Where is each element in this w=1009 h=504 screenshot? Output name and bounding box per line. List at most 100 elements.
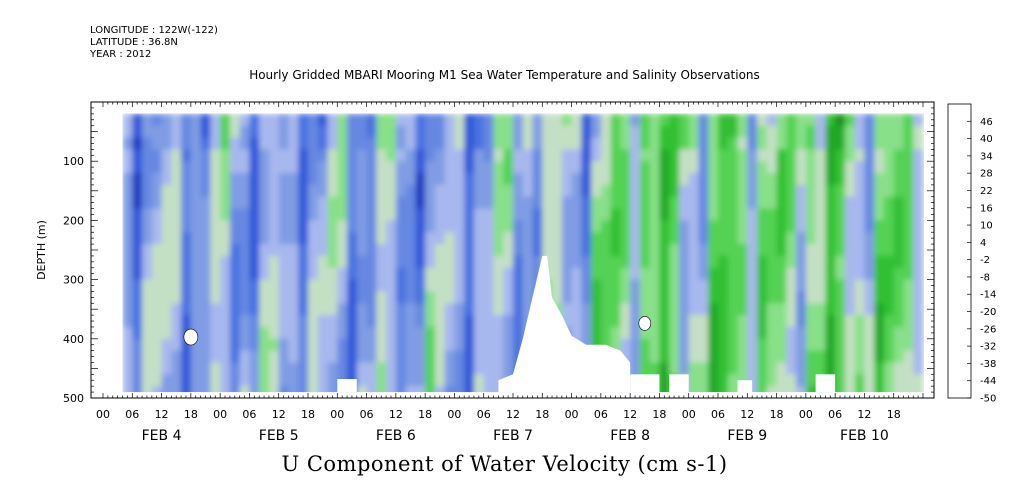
- heatmap-cell: [796, 149, 807, 162]
- heatmap-cell: [659, 208, 670, 221]
- x-tick-label: 06: [242, 408, 256, 421]
- heatmap-cell: [366, 291, 377, 304]
- heatmap-cell: [786, 208, 797, 221]
- heatmap-cell: [757, 327, 768, 340]
- heatmap-cell: [337, 279, 348, 292]
- heatmap-cell: [552, 244, 563, 257]
- heatmap-cell: [610, 196, 621, 210]
- heatmap-cell: [386, 220, 397, 233]
- heatmap-cell: [434, 208, 446, 221]
- heatmap-cell: [386, 374, 397, 387]
- heatmap-cell: [474, 173, 485, 186]
- heatmap-cell: [513, 338, 524, 352]
- heatmap-cell: [747, 113, 758, 127]
- heatmap-cell: [317, 232, 329, 245]
- heatmap-cell: [434, 149, 446, 162]
- heatmap-cell: [454, 232, 465, 245]
- heatmap-cell: [844, 184, 856, 198]
- heatmap-cell: [913, 208, 924, 221]
- heatmap-cell: [503, 125, 514, 139]
- heatmap-cell: [171, 327, 182, 340]
- heatmap-cell: [698, 220, 709, 233]
- heatmap-cell: [513, 291, 524, 304]
- heatmap-cell: [747, 362, 758, 375]
- heatmap-cell: [747, 196, 758, 210]
- heatmap-cell: [825, 327, 836, 340]
- heatmap-cell: [776, 125, 787, 139]
- heatmap-cell: [239, 161, 251, 174]
- heatmap-cell: [415, 232, 426, 245]
- heatmap-cell: [903, 315, 914, 328]
- heatmap-cell: [347, 232, 358, 245]
- heatmap-cell: [464, 303, 475, 316]
- heatmap-cell: [913, 137, 924, 150]
- heatmap-cell: [766, 149, 778, 162]
- heatmap-cell: [854, 350, 866, 363]
- heatmap-cell: [874, 279, 885, 292]
- heatmap-cell: [815, 350, 826, 363]
- heatmap-cell: [327, 350, 338, 363]
- heatmap-cell: [298, 362, 309, 375]
- heatmap-cell: [190, 232, 202, 245]
- heatmap-cell: [376, 374, 387, 387]
- heatmap-cell: [376, 267, 387, 281]
- heatmap-cell: [483, 184, 495, 198]
- heatmap-cell: [698, 362, 709, 375]
- heatmap-cell: [747, 220, 758, 233]
- heatmap-cell: [181, 350, 192, 363]
- heatmap-cell: [630, 338, 641, 352]
- heatmap-cell: [239, 137, 251, 150]
- x-tick-label: 18: [301, 408, 315, 421]
- heatmap-cell: [503, 137, 514, 150]
- heatmap-cell: [210, 113, 221, 127]
- heatmap-cell: [474, 113, 485, 127]
- heatmap-cell: [444, 244, 456, 257]
- heatmap-cell: [884, 374, 895, 387]
- heatmap-cell: [474, 161, 485, 174]
- heatmap-cell: [513, 184, 524, 198]
- heatmap-cell: [737, 279, 748, 292]
- heatmap-cell: [600, 220, 612, 233]
- heatmap-cell: [464, 315, 475, 328]
- x-tick-label: 12: [389, 408, 403, 421]
- heatmap-cell: [796, 173, 807, 186]
- colorbar-label: -2: [980, 255, 990, 266]
- heatmap-cell: [444, 208, 456, 221]
- heatmap-cell: [444, 113, 456, 127]
- heatmap-cell: [278, 232, 290, 245]
- heatmap-cell: [620, 279, 631, 292]
- heatmap-cell: [474, 291, 485, 304]
- heatmap-cell: [210, 350, 221, 363]
- heatmap-cell: [269, 315, 280, 328]
- heatmap-cell: [610, 137, 621, 150]
- heatmap-cell: [864, 149, 875, 162]
- heatmap-cell: [161, 161, 172, 174]
- heatmap-cell: [259, 184, 270, 198]
- heatmap-cell: [376, 362, 387, 375]
- heatmap-cell: [757, 267, 768, 281]
- heatmap-cell: [366, 184, 377, 198]
- heatmap-cell: [571, 303, 582, 316]
- heatmap-cell: [327, 161, 338, 174]
- heatmap-cell: [581, 279, 592, 292]
- heatmap-cell: [639, 125, 651, 139]
- heatmap-cell: [727, 303, 739, 316]
- heatmap-cell: [571, 161, 582, 174]
- heatmap-cell: [278, 137, 290, 150]
- heatmap-cell: [308, 161, 319, 174]
- heatmap-cell: [249, 338, 260, 352]
- heatmap-cell: [434, 267, 446, 281]
- heatmap-cell: [669, 267, 680, 281]
- heatmap-cell: [893, 196, 905, 210]
- heatmap-cell: [688, 279, 700, 292]
- heatmap-cell: [356, 291, 368, 304]
- heatmap-cell: [620, 244, 631, 257]
- heatmap-cell: [269, 338, 280, 352]
- heatmap-cell: [786, 220, 797, 233]
- heatmap-cell: [161, 279, 172, 292]
- heatmap-cell: [298, 327, 309, 340]
- heatmap-cell: [200, 315, 211, 328]
- heatmap-cell: [542, 196, 553, 210]
- heatmap-cell: [874, 327, 885, 340]
- heatmap-cell: [854, 244, 866, 257]
